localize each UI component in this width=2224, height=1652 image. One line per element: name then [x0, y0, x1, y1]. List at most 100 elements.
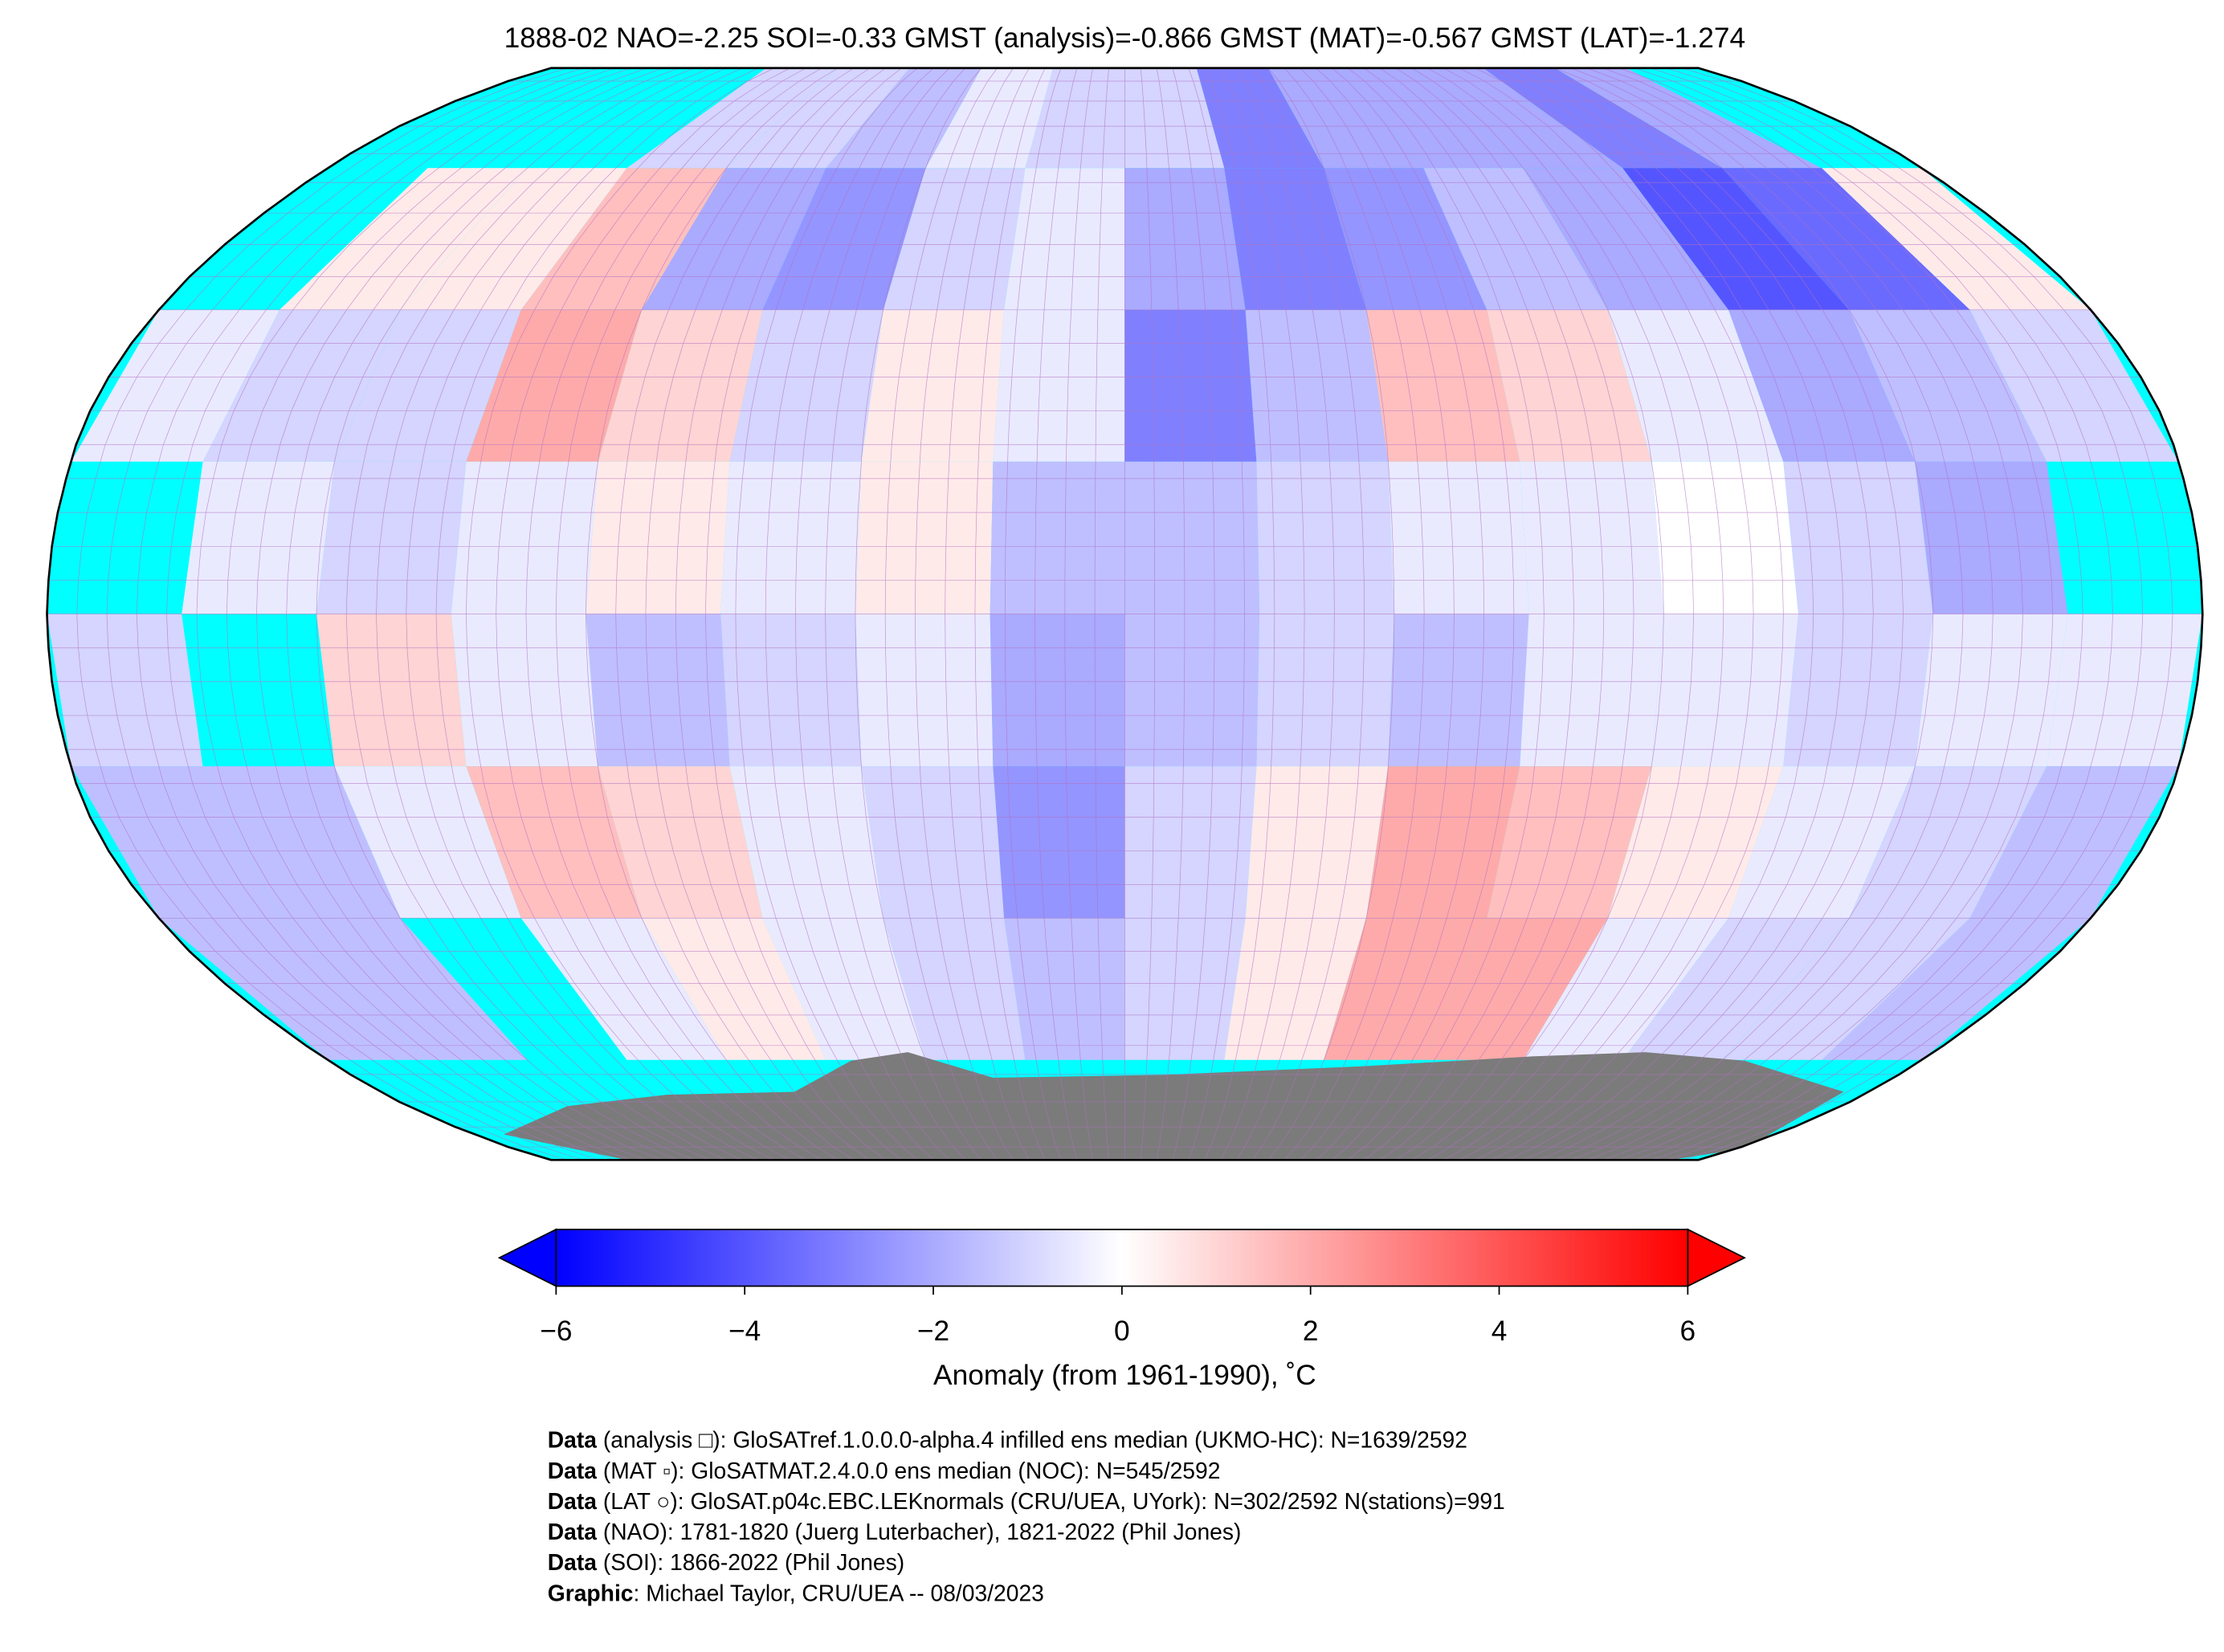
anomaly-cell: [202, 766, 401, 919]
anomaly-cell: [1523, 168, 1729, 310]
map: [47, 67, 2203, 1160]
map-title: 1888-02 NAO=-2.25 SOI=-0.33 GMST (analys…: [504, 22, 1746, 54]
colorbar-label: Anomaly (from 1961-1990), ˚C: [933, 1360, 1316, 1391]
credit-label: Data: [548, 1550, 598, 1576]
anomaly-cell: [883, 918, 1026, 1060]
credit-text: : Michael Taylor, CRU/UEA -- 08/03/2023: [634, 1581, 1044, 1606]
anomaly-cell: [1651, 461, 1799, 614]
anomaly-cell: [855, 614, 994, 767]
anomaly-cell: [1124, 168, 1246, 310]
anomaly-cell: [1520, 614, 1664, 767]
anomaly-cell: [466, 309, 643, 462]
anomaly-cell: [1267, 67, 1424, 169]
anomaly-cell: [990, 614, 1125, 767]
colorbar-tick-label: 0: [1114, 1315, 1130, 1347]
colorbar-tick-label: 6: [1680, 1315, 1696, 1347]
anomaly-cell: [1025, 67, 1125, 169]
credit-label: Graphic: [548, 1581, 634, 1606]
anomaly-cell: [71, 309, 280, 462]
anomaly-cell: [158, 918, 428, 1060]
credits: Data (analysis □): GloSATref.1.0.0.0-alp…: [548, 1427, 1505, 1606]
colorbar-tick-label: −4: [728, 1315, 761, 1347]
anomaly-cell: [400, 168, 627, 310]
anomaly-cell: [1124, 766, 1257, 919]
anomaly-cell: [1487, 766, 1652, 919]
anomaly-cell: [202, 309, 401, 462]
anomaly-cell: [1366, 766, 1520, 919]
anomaly-cell: [451, 461, 598, 614]
anomaly-cell: [1224, 168, 1367, 310]
anomaly-cell: [993, 766, 1125, 919]
anomaly-cell: [1004, 918, 1125, 1060]
anomaly-cell: [1915, 614, 2068, 767]
anomaly-cell: [1124, 461, 1260, 614]
anomaly-cell: [626, 67, 839, 169]
credit-line: Graphic: Michael Taylor, CRU/UEA -- 08/0…: [548, 1581, 1044, 1606]
credit-label: Data: [548, 1519, 598, 1545]
credit-line: Data (analysis □): GloSATref.1.0.0.0-alp…: [548, 1427, 1467, 1453]
anomaly-cell: [1728, 766, 1916, 919]
credit-label: Data: [548, 1488, 598, 1514]
anomaly-cell: [1822, 168, 2091, 310]
colorbar-under: [497, 1228, 557, 1287]
anomaly-cell: [1124, 918, 1246, 1060]
anomaly-cell: [586, 461, 730, 614]
anomaly-cell: [642, 918, 826, 1060]
colorbar-over: [1687, 1228, 1746, 1287]
anomaly-cell: [1849, 309, 2047, 462]
anomaly-cell: [1520, 461, 1664, 614]
anomaly-cell: [726, 67, 910, 169]
anomaly-cell: [883, 168, 1026, 310]
colorbar-gradient: [555, 1228, 1689, 1287]
antarctica: [504, 1052, 1844, 1160]
anomaly-cell: [1622, 918, 1850, 1060]
anomaly-cell: [762, 918, 926, 1060]
anomaly-cell: [451, 614, 598, 767]
anomaly-cell: [1411, 67, 1623, 169]
anomaly-cell: [762, 168, 926, 310]
anomaly-cell: [1256, 461, 1394, 614]
anomaly-cell: [1783, 461, 1933, 614]
anomaly-cell: [182, 461, 335, 614]
anomaly-cell: [527, 67, 767, 169]
anomaly-cell: [400, 918, 627, 1060]
anomaly-cell: [1423, 918, 1608, 1060]
anomaly-cell: [1124, 67, 1225, 169]
anomaly-cell: [1256, 614, 1394, 767]
anomaly-cell: [1324, 918, 1487, 1060]
anomaly-cell: [47, 614, 203, 767]
anomaly-cell: [861, 309, 1005, 462]
colorbar-tick-label: 2: [1303, 1315, 1319, 1347]
anomaly-cell: [1728, 309, 1916, 462]
anomaly-cell: [586, 614, 730, 767]
anomaly-cell: [47, 461, 203, 614]
anomaly-cell: [1324, 168, 1487, 310]
anomaly-cell: [993, 309, 1125, 462]
anomaly-cell: [71, 766, 280, 919]
anomaly-cell: [427, 67, 695, 169]
anomaly-cell: [1245, 766, 1389, 919]
anomaly-cell: [466, 766, 643, 919]
anomaly-cell: [1622, 168, 1850, 310]
anomaly-cell: [158, 168, 428, 310]
map-outline: [46, 67, 2204, 1161]
credit-text: (LAT ○): GloSAT.p04c.EBC.LEKnormals (CRU…: [597, 1488, 1505, 1514]
credit-line: Data (NAO): 1781-1820 (Juerg Luterbacher…: [548, 1519, 1242, 1545]
anomaly-cell: [1245, 309, 1389, 462]
graticule: [47, 67, 2203, 1160]
anomaly-cell: [1969, 766, 2179, 919]
credit-label: Data: [548, 1427, 598, 1453]
anomaly-cell: [990, 461, 1125, 614]
anomaly-cell: [861, 766, 1005, 919]
anomaly-cell: [316, 614, 467, 767]
credit-text: (SOI): 1866-2022 (Phil Jones): [597, 1550, 904, 1576]
anomaly-cell: [2046, 614, 2203, 767]
credit-line: Data (MAT ▫): GloSATMAT.2.4.0.0 ens medi…: [548, 1458, 1221, 1483]
anomaly-cell: [2046, 461, 2203, 614]
anomaly-cell: [520, 918, 727, 1060]
colorbar-tick-label: −6: [540, 1315, 572, 1347]
anomaly-cell: [729, 766, 883, 919]
credit-text: (NAO): 1781-1820 (Juerg Luterbacher), 18…: [597, 1519, 1241, 1545]
anomaly-cell: [334, 766, 521, 919]
